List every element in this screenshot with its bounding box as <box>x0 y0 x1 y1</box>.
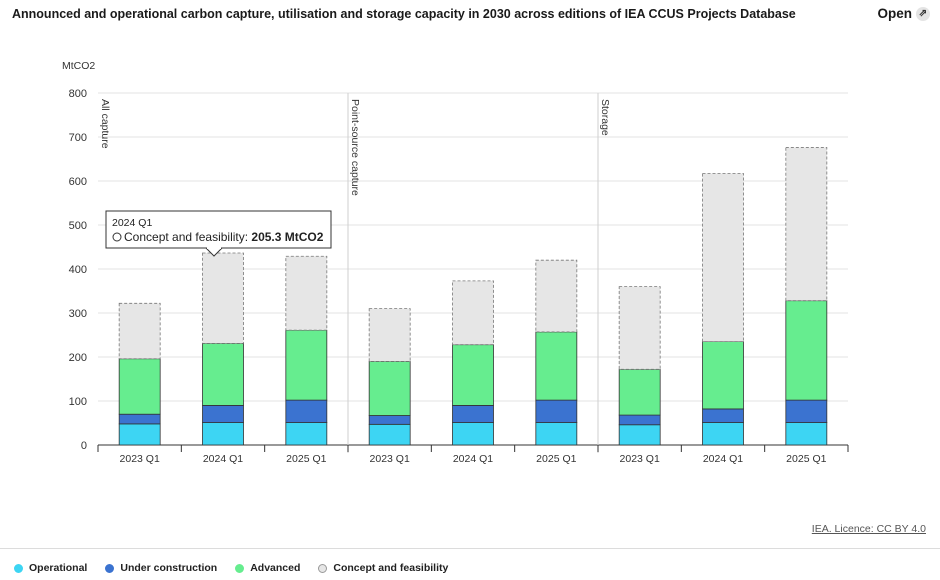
bar-advanced <box>202 342 244 406</box>
legend-label: Under construction <box>120 562 218 574</box>
bar-concept-and-feasibility <box>452 280 494 346</box>
legend-swatch <box>105 563 115 573</box>
y-tick-label: 100 <box>69 396 87 408</box>
bar-concept-and-feasibility <box>368 308 411 362</box>
bar-concept-and-feasibility <box>118 302 161 360</box>
bar-concept-and-feasibility <box>618 286 661 370</box>
x-tick-label: 2024 Q1 <box>203 453 243 465</box>
bar-under-construction <box>452 404 494 423</box>
tooltip-value: 205.3 MtCO2 <box>251 230 323 244</box>
bar-concept-and-feasibility <box>285 255 328 331</box>
bar-under-construction <box>785 399 828 423</box>
x-tick-label: 2024 Q1 <box>453 453 493 465</box>
bar-under-construction <box>702 408 744 423</box>
group-label: All capture <box>99 99 111 149</box>
licence-link[interactable]: IEA. Licence: CC BY 4.0 <box>811 523 926 535</box>
bar-under-construction <box>535 399 578 423</box>
open-label: Open <box>877 6 912 21</box>
bar-advanced <box>702 341 744 410</box>
bar-operational <box>785 422 828 446</box>
tooltip-category: 2024 Q1 <box>112 217 152 229</box>
bar-concept-and-feasibility <box>535 259 578 333</box>
bar-concept-and-feasibility <box>702 173 744 343</box>
x-tick-label: 2025 Q1 <box>286 453 326 465</box>
legend-label: Concept and feasibility <box>333 562 449 574</box>
x-tick-label: 2025 Q1 <box>786 453 826 465</box>
bar-operational <box>368 423 411 446</box>
legend-swatch <box>235 563 245 573</box>
tooltip-series: Concept and feasibility: <box>124 230 251 244</box>
bar-operational <box>452 422 494 446</box>
legend-swatch <box>318 563 328 573</box>
y-tick-label: 800 <box>69 88 87 100</box>
bar-concept-and-feasibility <box>785 147 828 302</box>
bar-under-construction <box>618 414 661 426</box>
y-tick-label: 500 <box>69 220 87 232</box>
x-tick-label: 2024 Q1 <box>703 453 743 465</box>
legend-item[interactable]: Concept and feasibility <box>318 562 448 574</box>
bar-advanced <box>535 331 578 401</box>
x-tick-label: 2025 Q1 <box>536 453 576 465</box>
bar-concept-and-feasibility <box>202 252 244 344</box>
y-tick-label: 0 <box>81 440 87 452</box>
bar-operational <box>618 424 661 446</box>
y-tick-label: 300 <box>69 308 87 320</box>
legend-swatch <box>14 563 23 573</box>
legend-label: Operational <box>29 562 88 574</box>
bar-under-construction <box>285 399 328 423</box>
x-tick-label: 2023 Q1 <box>620 453 660 465</box>
bar-under-construction <box>202 404 244 423</box>
y-tick-label: 200 <box>69 352 87 364</box>
bar-advanced <box>452 344 494 406</box>
legend-item[interactable]: Under construction <box>105 562 217 574</box>
group-label: Storage <box>599 99 611 136</box>
bar-under-construction <box>368 415 411 425</box>
bar-operational <box>285 422 328 446</box>
legend-label: Advanced <box>250 562 301 574</box>
bar-operational <box>535 422 578 446</box>
open-button[interactable]: Open ⇗ <box>877 6 930 21</box>
tooltip-marker <box>112 232 122 242</box>
y-tick-label: 700 <box>69 132 87 144</box>
legend: Operational Under construction Advanced Con… <box>14 562 448 574</box>
tooltip-pointer <box>205 247 223 257</box>
y-tick-label: 400 <box>69 264 87 276</box>
footer-divider <box>0 548 940 549</box>
bar-advanced <box>368 360 411 416</box>
bar-advanced <box>118 358 161 415</box>
x-tick-label: 2023 Q1 <box>120 453 160 465</box>
y-tick-label: 600 <box>69 176 87 188</box>
bar-operational <box>118 423 161 446</box>
legend-item[interactable]: Advanced <box>235 562 300 574</box>
y-axis-label: MtCO2 <box>62 60 95 72</box>
external-link-icon: ⇗ <box>916 6 930 21</box>
group-label: Point-source capture <box>349 99 361 196</box>
bar-operational <box>702 422 744 446</box>
bar-advanced <box>618 368 661 416</box>
x-tick-label: 2023 Q1 <box>370 453 410 465</box>
bar-operational <box>202 422 244 446</box>
bar-under-construction <box>118 413 161 425</box>
bar-advanced <box>785 300 828 401</box>
tooltip-text: Concept and feasibility: 205.3 MtCO2 <box>124 230 324 244</box>
chart-title: Announced and operational carbon capture… <box>12 7 796 21</box>
tooltip-box <box>105 210 332 249</box>
legend-item[interactable]: Operational <box>14 562 87 574</box>
bar-advanced <box>285 329 328 401</box>
chart-area: 0 100 200 300 400 500 600 700 800 MtCO2 All captur… <box>62 60 849 465</box>
